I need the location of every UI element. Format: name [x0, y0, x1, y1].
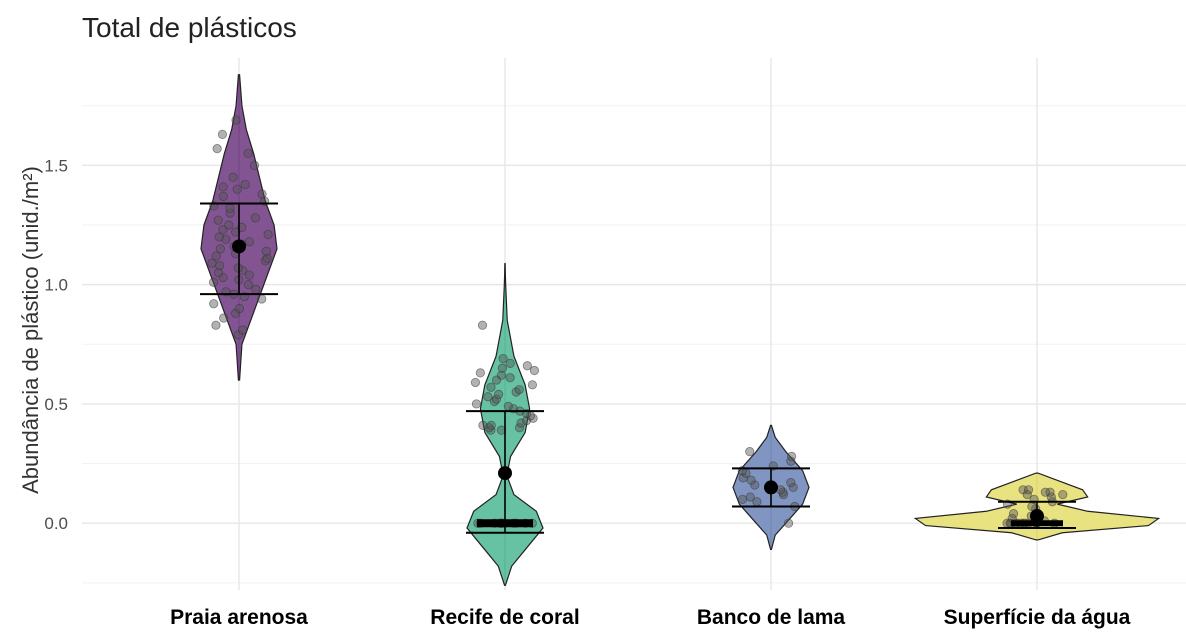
data-point: [1040, 487, 1050, 497]
data-point: [491, 375, 502, 385]
data-point: [244, 270, 254, 280]
data-point: [212, 144, 222, 154]
data-point: [522, 361, 532, 371]
data-point: [750, 480, 760, 490]
error-bars: [200, 202, 1076, 534]
data-point: [263, 229, 273, 240]
data-point: [211, 320, 221, 330]
y-tick-label: 0.5: [44, 395, 68, 414]
data-point: [218, 225, 228, 235]
data-point: [483, 392, 493, 402]
data-point: [228, 172, 238, 182]
data-point: [746, 475, 756, 485]
data-point: [745, 492, 755, 502]
x-tick-label: Banco de lama: [697, 606, 846, 629]
data-point: [786, 456, 796, 466]
data-point: [243, 148, 253, 159]
x-ticks: Praia arenosa Recife de coral Banco de lam…: [170, 606, 1131, 629]
mean-point: [764, 480, 778, 495]
y-tick-label: 1.5: [44, 156, 68, 175]
data-point: [261, 246, 271, 256]
data-point: [240, 179, 250, 190]
data-point: [243, 280, 254, 290]
data-point: [257, 294, 267, 304]
data-point: [225, 208, 235, 218]
data-point: [224, 220, 234, 230]
x-tick-label: Praia arenosa: [170, 606, 308, 629]
data-point: [477, 320, 488, 330]
data-point: [208, 277, 219, 287]
data-point: [234, 303, 244, 314]
data-point: [529, 365, 540, 376]
data-point: [498, 353, 508, 364]
data-point: [250, 213, 260, 223]
data-point: [505, 358, 515, 368]
chart-title: Total de plásticos: [82, 12, 297, 43]
data-point: [737, 494, 748, 504]
data-point: [470, 377, 481, 388]
x-tick-label: Superfície da água: [944, 606, 1131, 629]
data-point: [505, 373, 515, 383]
x-tick-label: Recife de coral: [430, 606, 579, 629]
data-point: [214, 260, 225, 271]
data-point: [496, 370, 507, 380]
data-point: [262, 253, 272, 263]
data-point: [497, 363, 507, 373]
data-point: [209, 299, 219, 309]
data-point: [503, 401, 513, 411]
data-point: [1023, 485, 1034, 495]
data-point: [516, 418, 526, 428]
data-point: [238, 325, 248, 335]
data-point: [1045, 487, 1055, 497]
data-point: [786, 478, 796, 488]
data-point: [1058, 489, 1068, 500]
y-tick-label: 1.0: [44, 276, 68, 295]
data-point: [783, 518, 794, 528]
data-point: [471, 399, 482, 409]
data-point: [213, 215, 223, 225]
data-point: [486, 420, 496, 430]
data-point: [494, 389, 504, 399]
data-point: [257, 189, 267, 199]
data-point: [745, 447, 755, 457]
data-points: [207, 115, 1068, 528]
data-point: [244, 237, 254, 247]
violins: [200, 74, 1161, 586]
data-point: [215, 244, 225, 254]
data-point: [232, 184, 242, 194]
data-point: [475, 368, 485, 378]
mean-point: [1030, 509, 1044, 524]
data-point: [219, 313, 229, 323]
data-point: [527, 380, 537, 390]
data-point: [218, 272, 228, 283]
data-point: [786, 451, 797, 462]
data-point: [217, 129, 228, 139]
data-point: [486, 382, 496, 392]
data-point: [211, 251, 221, 261]
data-point: [218, 182, 228, 192]
data-point: [207, 258, 217, 268]
data-point: [1008, 509, 1019, 519]
y-tick-label: 0.0: [44, 514, 68, 533]
mean-point: [498, 466, 512, 481]
data-point: [478, 420, 488, 430]
data-point: [738, 473, 748, 483]
data-point: [231, 115, 241, 125]
data-point: [214, 232, 224, 242]
data-point: [231, 227, 241, 237]
y-ticks: 0.0 0.5 1.0 1.5: [44, 156, 68, 533]
mean-point: [232, 239, 246, 254]
data-point: [251, 284, 261, 295]
data-point: [788, 482, 798, 493]
data-point: [225, 203, 235, 213]
data-point: [249, 160, 260, 170]
data-point: [218, 191, 228, 201]
data-point: [213, 268, 224, 278]
data-point: [514, 385, 524, 395]
data-point: [491, 394, 502, 404]
